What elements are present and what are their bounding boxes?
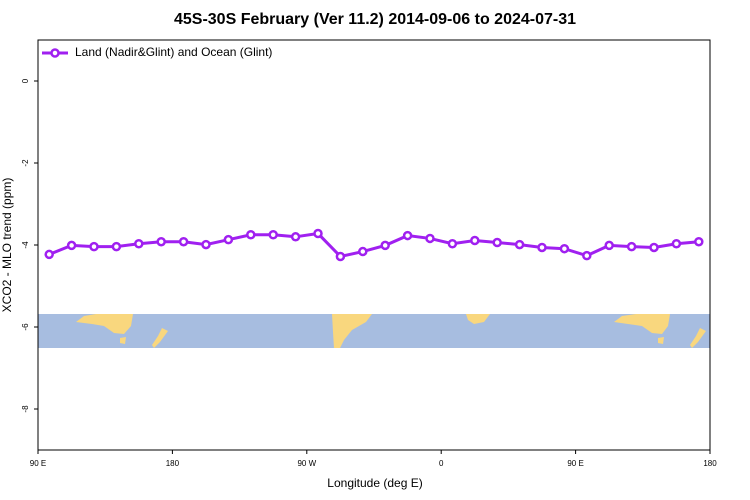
data-point — [604, 240, 614, 251]
data-point — [402, 230, 413, 241]
data-point — [492, 237, 502, 248]
y-axis-label: XCO2 - MLO trend (ppm) — [0, 178, 14, 313]
x-axis-label: Longitude (deg E) — [327, 476, 422, 490]
data-point — [671, 239, 682, 249]
data-point — [582, 250, 592, 261]
data-point — [178, 236, 189, 247]
data-point — [559, 243, 570, 254]
x-tick-label: 180 — [703, 459, 717, 468]
legend-label: Land (Nadir&Glint) and Ocean (Glint) — [75, 45, 272, 59]
data-point — [268, 230, 278, 240]
y-tick-label: 0 — [21, 78, 30, 83]
data-point — [44, 249, 54, 260]
data-point — [380, 240, 390, 251]
land — [120, 337, 126, 344]
x-tick-label: 90 E — [567, 459, 583, 468]
x-tick-label: 90 E — [30, 459, 46, 468]
land — [76, 314, 133, 334]
series-line — [48, 231, 699, 259]
data-point — [89, 241, 99, 252]
x-tick-label: 0 — [439, 459, 444, 468]
data-point — [201, 239, 211, 250]
x-tick-label: 90 W — [297, 459, 316, 468]
land — [332, 314, 372, 348]
chart-title: 45S-30S February (Ver 11.2) 2014-09-06 t… — [174, 11, 576, 28]
data-point — [537, 242, 547, 253]
ocean — [38, 314, 710, 348]
data-point — [694, 236, 704, 247]
data-point — [66, 240, 77, 251]
y-tick-label: -4 — [21, 241, 30, 249]
data-point — [290, 232, 301, 242]
data-point — [134, 239, 144, 249]
data-point — [223, 234, 234, 245]
data-point — [246, 230, 256, 240]
map-strip — [38, 314, 710, 348]
y-tick-label: -6 — [21, 323, 30, 331]
y-tick-label: -8 — [21, 405, 30, 413]
data-point — [649, 242, 659, 253]
land — [466, 314, 490, 324]
legend-marker — [50, 48, 60, 58]
legend: Land (Nadir&Glint) and Ocean (Glint) — [42, 45, 272, 59]
data-point — [470, 235, 480, 246]
data-point — [514, 239, 525, 250]
data-point — [335, 251, 346, 262]
data-point — [425, 233, 435, 244]
land — [152, 328, 168, 348]
land — [614, 314, 670, 334]
land — [690, 328, 706, 348]
data-point — [111, 241, 122, 252]
data-point — [626, 241, 637, 252]
data-point — [358, 246, 368, 257]
data-point — [313, 228, 323, 239]
data-point — [447, 239, 458, 249]
land — [658, 337, 664, 344]
x-tick-label: 180 — [166, 459, 180, 468]
data-point — [156, 236, 166, 247]
y-tick-label: -2 — [21, 159, 30, 167]
